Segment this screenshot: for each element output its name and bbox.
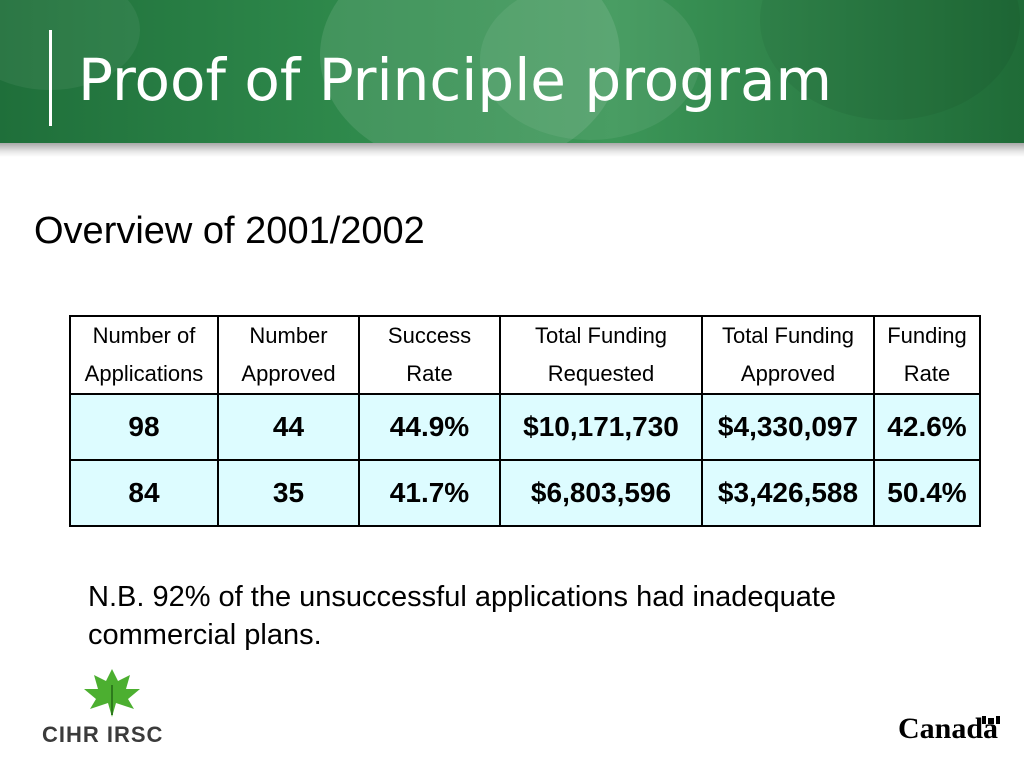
cihr-logo-text: CIHR IRSC — [42, 722, 164, 747]
table-row: 84 35 41.7% $6,803,596 $3,426,588 50.4% — [69, 459, 981, 527]
table-cell: $3,426,588 — [701, 459, 875, 527]
column-header: Success Rate — [358, 315, 501, 395]
table-cell: 98 — [69, 393, 219, 461]
table-cell: 42.6% — [873, 393, 981, 461]
table-cell: 50.4% — [873, 459, 981, 527]
footnote: N.B. 92% of the unsuccessful application… — [88, 578, 988, 654]
slide-subtitle: Overview of 2001/2002 — [34, 210, 425, 252]
table-cell: $10,171,730 — [499, 393, 703, 461]
table-cell: 35 — [217, 459, 360, 527]
title-accent-bar — [49, 30, 52, 126]
banner-leaf-decoration — [320, 0, 620, 143]
table-cell: 44.9% — [358, 393, 501, 461]
cihr-leaf-icon — [84, 669, 140, 717]
footnote-line: commercial plans. — [88, 619, 322, 651]
footnote-line: N.B. 92% of the unsuccessful application… — [88, 581, 837, 613]
table-header-row: Number of Applications Number Approved Suc… — [69, 315, 981, 395]
table-cell: $6,803,596 — [499, 459, 703, 527]
overview-table: Number of Applications Number Approved Suc… — [69, 315, 981, 527]
table-cell: $4,330,097 — [701, 393, 875, 461]
canada-flag-icon — [982, 716, 1000, 724]
canada-wordmark: Canada — [898, 712, 999, 745]
table-cell: 84 — [69, 459, 219, 527]
table-cell: 41.7% — [358, 459, 501, 527]
title-banner: Proof of Principle program — [0, 0, 1024, 143]
column-header: Number of Applications — [69, 315, 219, 395]
column-header: Funding Rate — [873, 315, 981, 395]
slide-title: Proof of Principle program — [78, 46, 832, 114]
column-header: Total Funding Requested — [499, 315, 703, 395]
cihr-logo: CIHR IRSC — [42, 665, 164, 747]
column-header: Total Funding Approved — [701, 315, 875, 395]
banner-leaf-decoration — [480, 0, 700, 140]
column-header: Number Approved — [217, 315, 360, 395]
table-row: 98 44 44.9% $10,171,730 $4,330,097 42.6% — [69, 393, 981, 461]
banner-shadow — [0, 143, 1024, 157]
table-cell: 44 — [217, 393, 360, 461]
